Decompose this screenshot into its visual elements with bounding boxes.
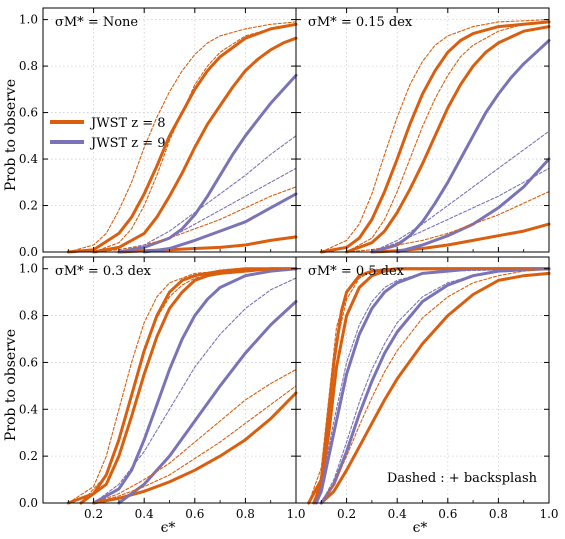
x-tick-label: 0.2 [337, 507, 356, 521]
y-tick-label: 0.0 [19, 496, 38, 510]
series-line-solid [66, 22, 298, 254]
series-line-solid [66, 267, 298, 505]
series-line-solid [319, 271, 551, 505]
series-line-solid [319, 267, 551, 505]
series-line-dashed [93, 368, 297, 504]
series-line-solid [370, 39, 551, 254]
series-line-dashed [371, 130, 550, 253]
series-line-solid [142, 192, 298, 254]
series-line-solid [117, 73, 298, 254]
series-line-solid [117, 300, 298, 505]
y-tick-label: 0.0 [19, 245, 38, 259]
y-tick-label: 0.8 [19, 309, 38, 323]
x-tick-label: 0.2 [84, 507, 103, 521]
series-line-dashed [67, 268, 297, 504]
legend-label: JWST z = 8 [89, 116, 166, 131]
series-line-dashed [93, 23, 297, 253]
panel-frame [295, 7, 550, 253]
series-line-dashed [118, 135, 297, 253]
x-tick-label: 0.6 [185, 507, 204, 521]
legend-label: JWST z = 9 [89, 136, 166, 151]
y-tick-label: 1.0 [19, 262, 38, 276]
series-line-dashed [320, 268, 550, 504]
series-line-solid [345, 25, 551, 254]
y-tick-label: 0.6 [19, 106, 38, 120]
panel-4: 0.2 0.4 0.6 0.8 1.0 σM* = 0.5 dex [295, 256, 559, 521]
series-line-dashed [80, 268, 297, 504]
series-line-dashed [320, 19, 550, 253]
y-axis-label-top: Prob to observe [3, 79, 19, 191]
series-line-solid [92, 267, 298, 505]
x-tick-label: 0.4 [135, 507, 154, 521]
y-tick-label: 0.4 [19, 402, 38, 416]
y-tick-label: 1.0 [19, 13, 38, 27]
x-tick-label: 0.8 [489, 507, 508, 521]
legend: JWST z = 8 JWST z = 9 [50, 116, 166, 151]
y-tick-label: 0.6 [19, 355, 38, 369]
series-line-solid [314, 267, 551, 505]
panel-title: σM* = None [55, 15, 138, 30]
annotation-text: Dashed : + backsplash [387, 471, 538, 486]
series-line-dashed [118, 167, 297, 253]
panel-3: 0.0 0.2 0.4 0.6 0.8 1.0 0.2 0.4 0.6 0.8 1.0 σM* = 0… [19, 256, 306, 521]
series-line-dashed [371, 167, 550, 253]
series-line-dashed [346, 191, 550, 253]
y-tick-label: 0.2 [19, 199, 38, 213]
series-line-dashed [67, 21, 297, 253]
series-line-dashed [346, 21, 550, 253]
panel-title: σM* = 0.5 dex [308, 264, 405, 279]
x-tick-label: 0.8 [236, 507, 255, 521]
series-line-dashed [313, 268, 550, 504]
y-axis-label-bottom: Prob to observe [3, 329, 19, 441]
series-line-dashed [93, 277, 297, 504]
panel-title: σM* = 0.15 dex [308, 15, 413, 30]
series-line-dashed [93, 186, 297, 253]
y-tick-label: 0.4 [19, 152, 38, 166]
series-line-solid [92, 36, 298, 254]
x-tick-label: 0.4 [388, 507, 407, 521]
y-tick-label: 0.2 [19, 449, 38, 463]
x-axis-label-right: ϵ* [413, 520, 428, 536]
series-line-solid [319, 20, 551, 254]
panel-1: 0.0 0.2 0.4 0.6 0.8 1.0 σM* = None [19, 7, 298, 259]
series-line-dashed [93, 385, 297, 504]
x-tick-label: 1.0 [539, 507, 558, 521]
series-line-dashed [320, 268, 550, 504]
series-line-dashed [315, 268, 550, 504]
x-axis-label-left: ϵ* [161, 520, 176, 536]
y-tick-label: 0.8 [19, 59, 38, 73]
panel-2: σM* = 0.15 dex [295, 7, 551, 254]
x-tick-label: 0.6 [438, 507, 457, 521]
panel-title: σM* = 0.3 dex [55, 264, 152, 279]
x-tick-label: 1.0 [286, 507, 305, 521]
series-line-solid [79, 267, 298, 505]
